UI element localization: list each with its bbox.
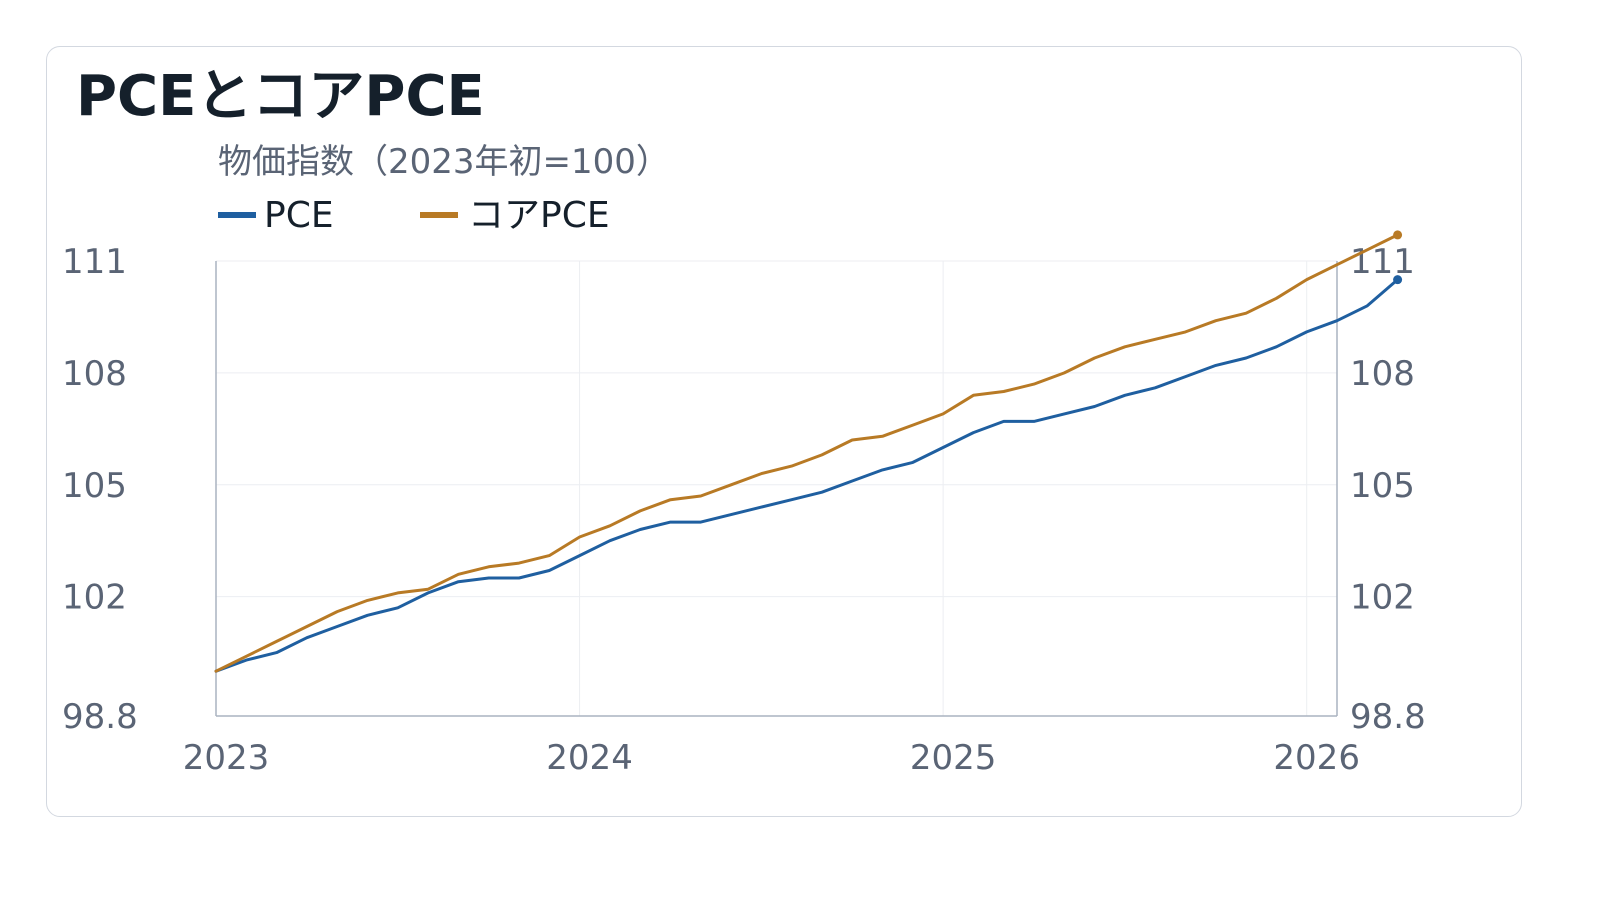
y-tick-label-left: 105 (62, 466, 127, 506)
y-tick-label-left: 111 (62, 242, 127, 282)
x-axis: 2023 2024 2025 2026 (183, 738, 1360, 778)
series-end-point-core-pce (1393, 230, 1403, 240)
y-axis-right: 98.8 102 105 108 111 (1350, 242, 1426, 737)
y-tick-label-left: 98.8 (62, 697, 138, 737)
x-tick-label: 2023 (183, 738, 270, 778)
legend-label-core-pce: コアPCE (468, 195, 610, 236)
y-tick-label-right: 111 (1350, 242, 1415, 282)
legend-label-pce: PCE (264, 195, 334, 236)
x-tick-label: 2024 (546, 738, 633, 778)
grid (216, 260, 1337, 716)
x-tick-label: 2026 (1273, 738, 1360, 778)
axes (215, 261, 1338, 717)
y-tick-label-left: 102 (62, 578, 127, 618)
series-layer (214, 230, 1403, 673)
y-tick-label-right: 105 (1350, 466, 1415, 506)
x-tick-label: 2025 (910, 738, 997, 778)
chart-subtitle: 物価指数（2023年初=100） (218, 142, 670, 182)
y-tick-label-right: 108 (1350, 354, 1415, 394)
series-end-point-pce (1393, 275, 1403, 285)
y-tick-label-right: 98.8 (1350, 697, 1426, 737)
chart-card (46, 46, 1522, 817)
legend: PCE コアPCE (218, 195, 610, 236)
series-line-pce (214, 278, 1400, 673)
y-tick-label-left: 108 (62, 354, 127, 394)
y-axis-left: 98.8 102 105 108 111 (62, 242, 138, 737)
y-tick-label-right: 102 (1350, 578, 1415, 618)
chart-title: PCEとコアPCE (76, 64, 485, 129)
series-line-core-pce (214, 233, 1400, 673)
